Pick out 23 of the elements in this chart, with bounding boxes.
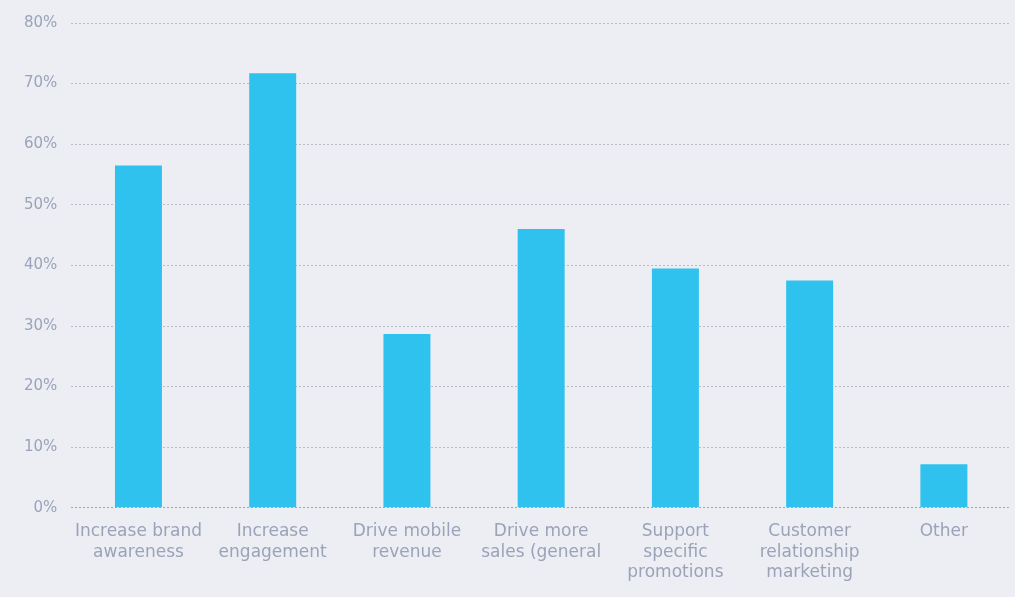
y-tick-label: 10%: [24, 437, 58, 456]
y-tick-label: 40%: [24, 255, 58, 274]
bar: [920, 464, 968, 508]
x-tick-label: Support specific promotions: [627, 520, 724, 582]
y-tick-label: 70%: [24, 73, 58, 92]
y-tick-label: 20%: [24, 376, 58, 395]
y-tick-label: 60%: [24, 134, 58, 153]
x-tick-label: Customer relationship marketing: [759, 520, 860, 582]
x-tick-label: Other: [919, 520, 969, 541]
bar: [383, 333, 431, 508]
bar: [249, 73, 297, 508]
y-tick-label: 0%: [33, 497, 58, 516]
bar: [517, 229, 565, 508]
y-tick-label: 50%: [24, 194, 58, 213]
x-tick-label: Increase engagement: [218, 520, 328, 561]
bar: [114, 165, 162, 508]
x-tick-label: Drive more sales (general: [481, 520, 602, 561]
y-tick-label: 80%: [24, 12, 58, 31]
bar: [786, 280, 834, 508]
y-tick-label: 30%: [24, 315, 58, 334]
x-tick-label: Drive mobile revenue: [352, 520, 462, 561]
x-tick-label: Increase brand awareness: [74, 520, 203, 561]
bar: [651, 268, 699, 508]
